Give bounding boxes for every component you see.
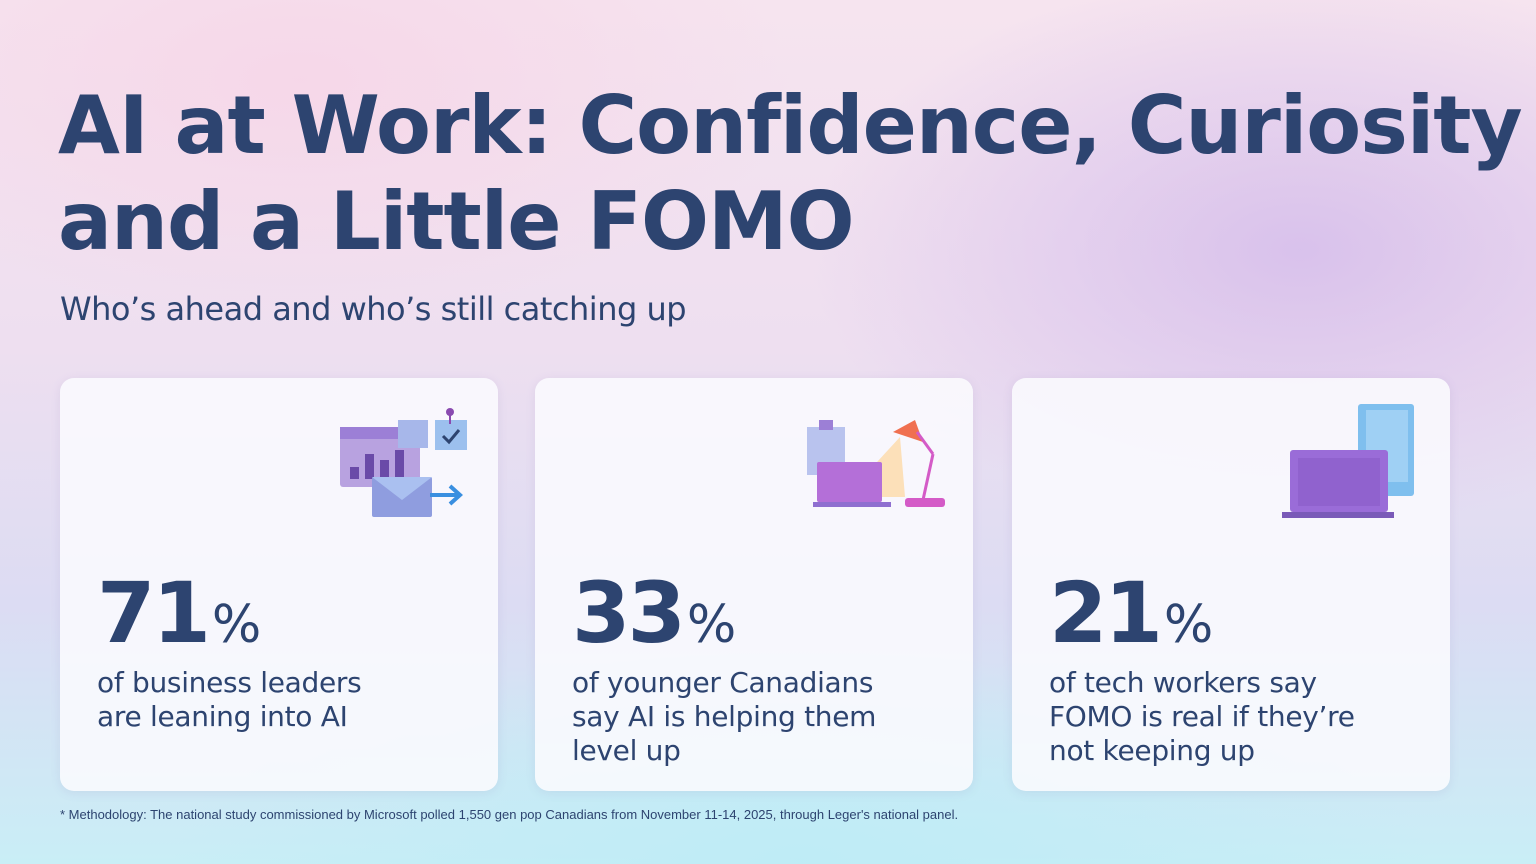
desc-line: of tech workers say	[1049, 666, 1317, 699]
stat-number: 21	[1049, 564, 1163, 662]
stat-number: 71	[97, 564, 211, 662]
methodology-footnote: * Methodology: The national study commis…	[60, 807, 959, 822]
stat-unit: %	[686, 595, 737, 655]
title-line-2: and a Little FOMO	[58, 175, 855, 268]
stat-description: of tech workers say FOMO is real if they’…	[1049, 666, 1409, 768]
stat-description: of business leaders are leaning into AI	[97, 666, 457, 734]
stat-value: 21%	[1049, 568, 1213, 670]
desc-line: of younger Canadians	[572, 666, 874, 699]
desc-line: not keeping up	[1049, 734, 1255, 767]
stat-value: 33%	[572, 568, 736, 670]
desc-line: say AI is helping them	[572, 700, 877, 733]
title-line-1: AI at Work: Confidence, Curiosity	[58, 79, 1523, 172]
desc-line: level up	[572, 734, 681, 767]
laptop-tablet-icon	[1282, 404, 1414, 518]
desc-line: FOMO is real if they’re	[1049, 700, 1355, 733]
stat-value: 71%	[97, 568, 261, 670]
stat-card-business-leaders: 71% of business leaders are leaning into …	[60, 378, 498, 791]
stat-unit: %	[211, 595, 262, 655]
stat-description: of younger Canadians say AI is helping th…	[572, 666, 932, 768]
stat-unit: %	[1163, 595, 1214, 655]
stat-card-younger-canadians: 33% of younger Canadians say AI is helpin…	[535, 378, 973, 791]
desk-lamp-laptop-icon	[807, 420, 945, 507]
page-subtitle: Who’s ahead and who’s still catching up	[60, 290, 687, 328]
stat-card-tech-workers: 21% of tech workers say FOMO is real if t…	[1012, 378, 1450, 791]
dashboard-email-icon	[340, 408, 467, 517]
stat-number: 33	[572, 564, 686, 662]
desc-line: are leaning into AI	[97, 700, 348, 733]
desc-line: of business leaders	[97, 666, 362, 699]
page-title: AI at Work: Confidence, Curiosity and a L…	[58, 78, 1523, 270]
